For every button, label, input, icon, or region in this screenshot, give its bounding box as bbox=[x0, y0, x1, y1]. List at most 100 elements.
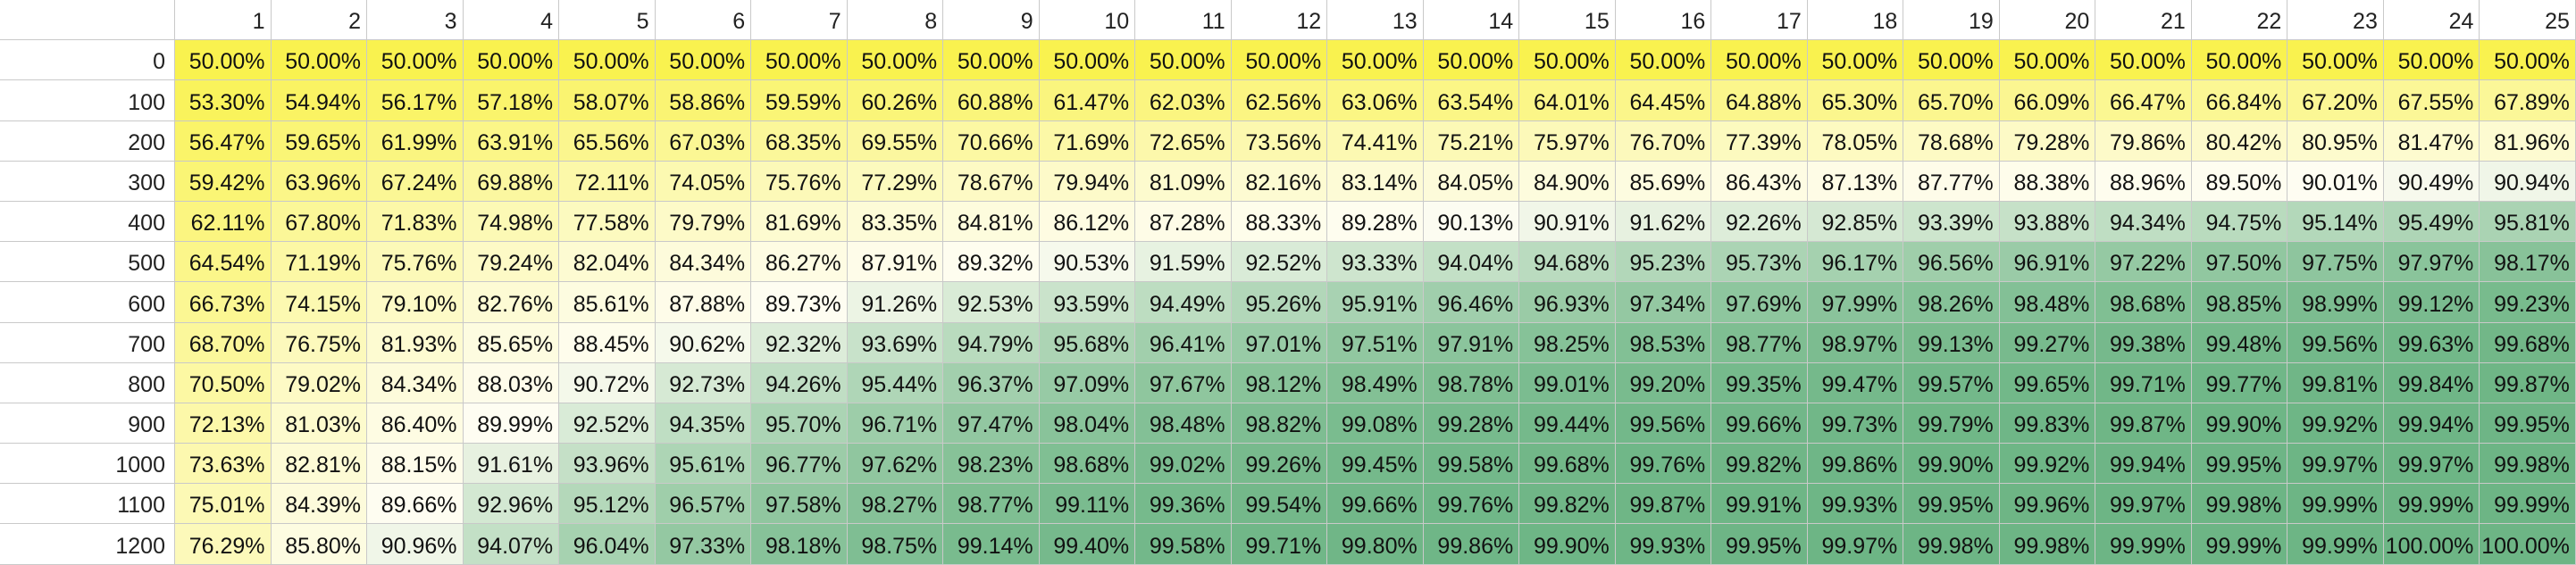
table-cell[interactable]: 99.94% bbox=[2383, 403, 2480, 445]
row-header[interactable]: 100 bbox=[0, 80, 175, 121]
table-cell[interactable]: 99.87% bbox=[2480, 362, 2576, 403]
table-cell[interactable]: 66.47% bbox=[2095, 80, 2192, 121]
column-header[interactable]: 12 bbox=[1231, 0, 1328, 41]
table-cell[interactable]: 92.26% bbox=[1711, 201, 1808, 243]
table-cell[interactable]: 77.58% bbox=[559, 201, 656, 243]
table-cell[interactable]: 95.49% bbox=[2383, 201, 2480, 243]
table-cell[interactable]: 99.98% bbox=[1903, 524, 2000, 565]
table-cell[interactable]: 76.29% bbox=[175, 524, 272, 565]
table-cell[interactable]: 82.16% bbox=[1231, 161, 1328, 202]
table-cell[interactable]: 99.71% bbox=[2095, 362, 2192, 403]
table-cell[interactable]: 99.97% bbox=[1807, 524, 1904, 565]
table-cell[interactable]: 80.95% bbox=[2287, 120, 2384, 162]
table-cell[interactable]: 99.80% bbox=[1327, 524, 1424, 565]
table-cell[interactable]: 92.52% bbox=[559, 403, 656, 445]
table-cell[interactable]: 99.13% bbox=[1903, 322, 2000, 363]
table-cell[interactable]: 58.07% bbox=[559, 80, 656, 121]
table-cell[interactable]: 92.53% bbox=[943, 282, 1040, 323]
table-cell[interactable]: 62.11% bbox=[175, 201, 272, 243]
table-cell[interactable]: 99.82% bbox=[1519, 484, 1616, 525]
table-cell[interactable]: 97.01% bbox=[1231, 322, 1328, 363]
table-cell[interactable]: 85.61% bbox=[559, 282, 656, 323]
table-cell[interactable]: 72.11% bbox=[559, 161, 656, 202]
table-cell[interactable]: 99.68% bbox=[1519, 444, 1616, 485]
table-cell[interactable]: 84.39% bbox=[271, 484, 368, 525]
table-cell[interactable]: 90.62% bbox=[655, 322, 752, 363]
table-cell[interactable]: 99.63% bbox=[2383, 322, 2480, 363]
table-cell[interactable]: 50.00% bbox=[943, 40, 1040, 81]
table-cell[interactable]: 73.56% bbox=[1231, 120, 1328, 162]
table-cell[interactable]: 88.45% bbox=[559, 322, 656, 363]
table-cell[interactable]: 57.18% bbox=[463, 80, 560, 121]
table-cell[interactable]: 99.12% bbox=[2383, 282, 2480, 323]
table-cell[interactable]: 87.13% bbox=[1807, 161, 1904, 202]
table-cell[interactable]: 97.58% bbox=[751, 484, 848, 525]
table-cell[interactable]: 99.66% bbox=[1711, 403, 1808, 445]
table-cell[interactable]: 98.26% bbox=[1903, 282, 2000, 323]
table-cell[interactable]: 90.53% bbox=[1039, 242, 1136, 283]
table-cell[interactable]: 96.37% bbox=[943, 362, 1040, 403]
table-cell[interactable]: 99.58% bbox=[1135, 524, 1232, 565]
table-cell[interactable]: 92.52% bbox=[1231, 242, 1328, 283]
table-cell[interactable]: 82.04% bbox=[559, 242, 656, 283]
table-cell[interactable]: 85.80% bbox=[271, 524, 368, 565]
table-cell[interactable]: 83.35% bbox=[847, 201, 944, 243]
table-cell[interactable]: 94.49% bbox=[1135, 282, 1232, 323]
table-cell[interactable]: 81.47% bbox=[2383, 120, 2480, 162]
column-header[interactable]: 18 bbox=[1807, 0, 1904, 41]
table-cell[interactable]: 75.76% bbox=[367, 242, 464, 283]
table-cell[interactable]: 95.73% bbox=[1711, 242, 1808, 283]
table-cell[interactable]: 67.20% bbox=[2287, 80, 2384, 121]
table-cell[interactable]: 95.23% bbox=[1615, 242, 1712, 283]
table-cell[interactable]: 99.90% bbox=[2191, 403, 2288, 445]
table-cell[interactable]: 84.34% bbox=[655, 242, 752, 283]
table-cell[interactable]: 61.47% bbox=[1039, 80, 1136, 121]
table-cell[interactable]: 99.44% bbox=[1519, 403, 1616, 445]
table-cell[interactable]: 81.03% bbox=[271, 403, 368, 445]
table-cell[interactable]: 63.91% bbox=[463, 120, 560, 162]
table-cell[interactable]: 63.06% bbox=[1327, 80, 1424, 121]
table-cell[interactable]: 98.18% bbox=[751, 524, 848, 565]
table-cell[interactable]: 90.94% bbox=[2480, 161, 2576, 202]
table-cell[interactable]: 50.00% bbox=[2191, 40, 2288, 81]
table-cell[interactable]: 99.97% bbox=[2383, 444, 2480, 485]
table-cell[interactable]: 96.91% bbox=[1999, 242, 2096, 283]
table-cell[interactable]: 88.38% bbox=[1999, 161, 2096, 202]
table-cell[interactable]: 97.34% bbox=[1615, 282, 1712, 323]
table-cell[interactable]: 97.75% bbox=[2287, 242, 2384, 283]
column-header[interactable]: 8 bbox=[847, 0, 944, 41]
table-cell[interactable]: 59.65% bbox=[271, 120, 368, 162]
table-cell[interactable]: 100.00% bbox=[2480, 524, 2576, 565]
table-cell[interactable]: 53.30% bbox=[175, 80, 272, 121]
table-cell[interactable]: 61.99% bbox=[367, 120, 464, 162]
table-cell[interactable]: 58.86% bbox=[655, 80, 752, 121]
table-cell[interactable]: 79.86% bbox=[2095, 120, 2192, 162]
table-cell[interactable]: 94.04% bbox=[1423, 242, 1520, 283]
table-cell[interactable]: 99.56% bbox=[2287, 322, 2384, 363]
table-cell[interactable]: 99.96% bbox=[1999, 484, 2096, 525]
table-cell[interactable]: 99.26% bbox=[1231, 444, 1328, 485]
table-cell[interactable]: 99.58% bbox=[1423, 444, 1520, 485]
table-cell[interactable]: 50.00% bbox=[2287, 40, 2384, 81]
table-cell[interactable]: 93.96% bbox=[559, 444, 656, 485]
table-cell[interactable]: 50.00% bbox=[271, 40, 368, 81]
column-header[interactable]: 4 bbox=[463, 0, 560, 41]
table-cell[interactable]: 69.88% bbox=[463, 161, 560, 202]
column-header[interactable]: 2 bbox=[271, 0, 368, 41]
table-cell[interactable]: 89.50% bbox=[2191, 161, 2288, 202]
table-cell[interactable]: 99.79% bbox=[1903, 403, 2000, 445]
table-cell[interactable]: 99.36% bbox=[1135, 484, 1232, 525]
table-cell[interactable]: 99.99% bbox=[2480, 484, 2576, 525]
table-cell[interactable]: 89.66% bbox=[367, 484, 464, 525]
table-cell[interactable]: 99.95% bbox=[1903, 484, 2000, 525]
table-cell[interactable]: 86.12% bbox=[1039, 201, 1136, 243]
table-cell[interactable]: 75.01% bbox=[175, 484, 272, 525]
table-cell[interactable]: 74.15% bbox=[271, 282, 368, 323]
table-cell[interactable]: 98.48% bbox=[1999, 282, 2096, 323]
table-cell[interactable]: 80.42% bbox=[2191, 120, 2288, 162]
table-cell[interactable]: 99.99% bbox=[2095, 524, 2192, 565]
table-cell[interactable]: 97.22% bbox=[2095, 242, 2192, 283]
table-cell[interactable]: 65.30% bbox=[1807, 80, 1904, 121]
table-cell[interactable]: 84.05% bbox=[1423, 161, 1520, 202]
table-cell[interactable]: 84.81% bbox=[943, 201, 1040, 243]
